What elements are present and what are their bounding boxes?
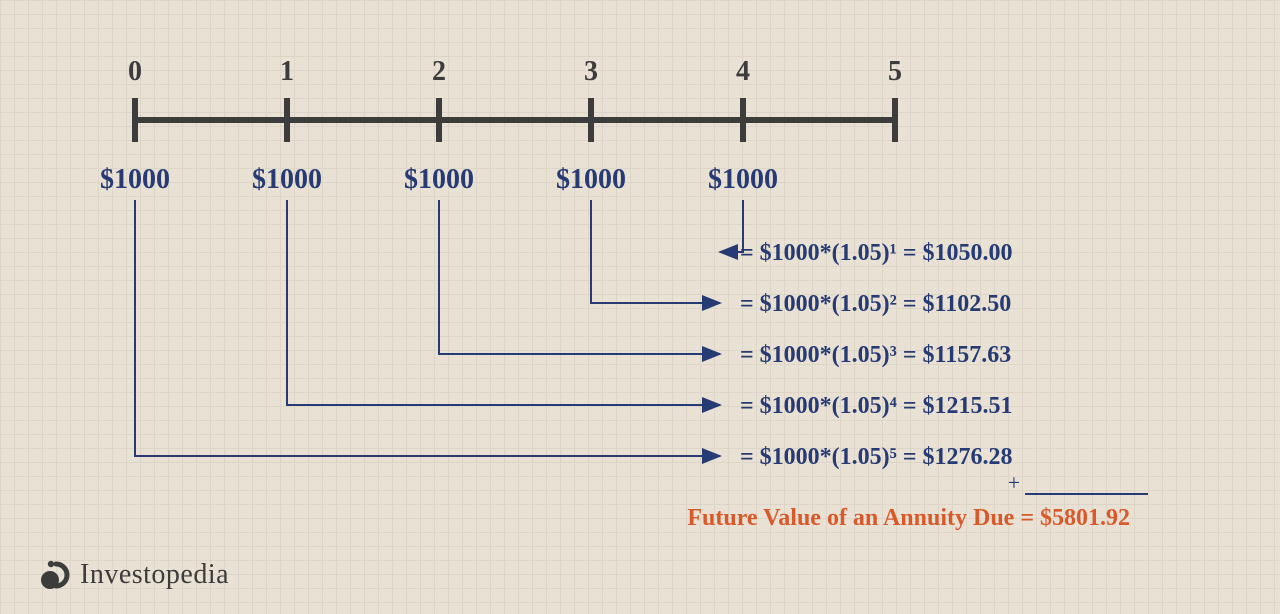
- payment-amount: $1000: [100, 164, 170, 195]
- payment-amount: $1000: [708, 164, 778, 195]
- annuity-diagram: 0 1 2 3 4 5 $1000 $1000 $1000 $1000 $1000 = $1000*(…: [0, 0, 1280, 614]
- payment-amount: $1000: [252, 164, 322, 195]
- fv-formula: = $1000*(1.05)¹ = $1050.00: [740, 240, 1013, 266]
- timeline-tick-label: 5: [888, 56, 902, 87]
- fv-arrow: [591, 200, 720, 303]
- timeline-tick-label: 3: [584, 56, 598, 87]
- fv-formula: = $1000*(1.05)⁴ = $1215.51: [740, 393, 1013, 419]
- fv-formula: = $1000*(1.05)² = $1102.50: [740, 291, 1011, 317]
- payment-amount: $1000: [404, 164, 474, 195]
- plus-sign: +: [1008, 470, 1020, 495]
- fv-formula: = $1000*(1.05)³ = $1157.63: [740, 342, 1011, 368]
- timeline-tick-label: 1: [280, 56, 294, 87]
- fv-formula: = $1000*(1.05)⁵ = $1276.28: [740, 444, 1013, 470]
- timeline-tick-label: 4: [736, 56, 750, 87]
- timeline-tick-label: 2: [432, 56, 446, 87]
- timeline-tick-label: 0: [128, 56, 142, 87]
- brand-icon: [40, 558, 74, 592]
- brand-name: Investopedia: [80, 559, 229, 591]
- fv-arrow: [135, 200, 720, 456]
- payment-amount: $1000: [556, 164, 626, 195]
- fv-arrow: [439, 200, 720, 354]
- future-value-total: Future Value of an Annuity Due = $5801.9…: [687, 505, 1130, 531]
- brand-logo: Investopedia: [40, 558, 229, 592]
